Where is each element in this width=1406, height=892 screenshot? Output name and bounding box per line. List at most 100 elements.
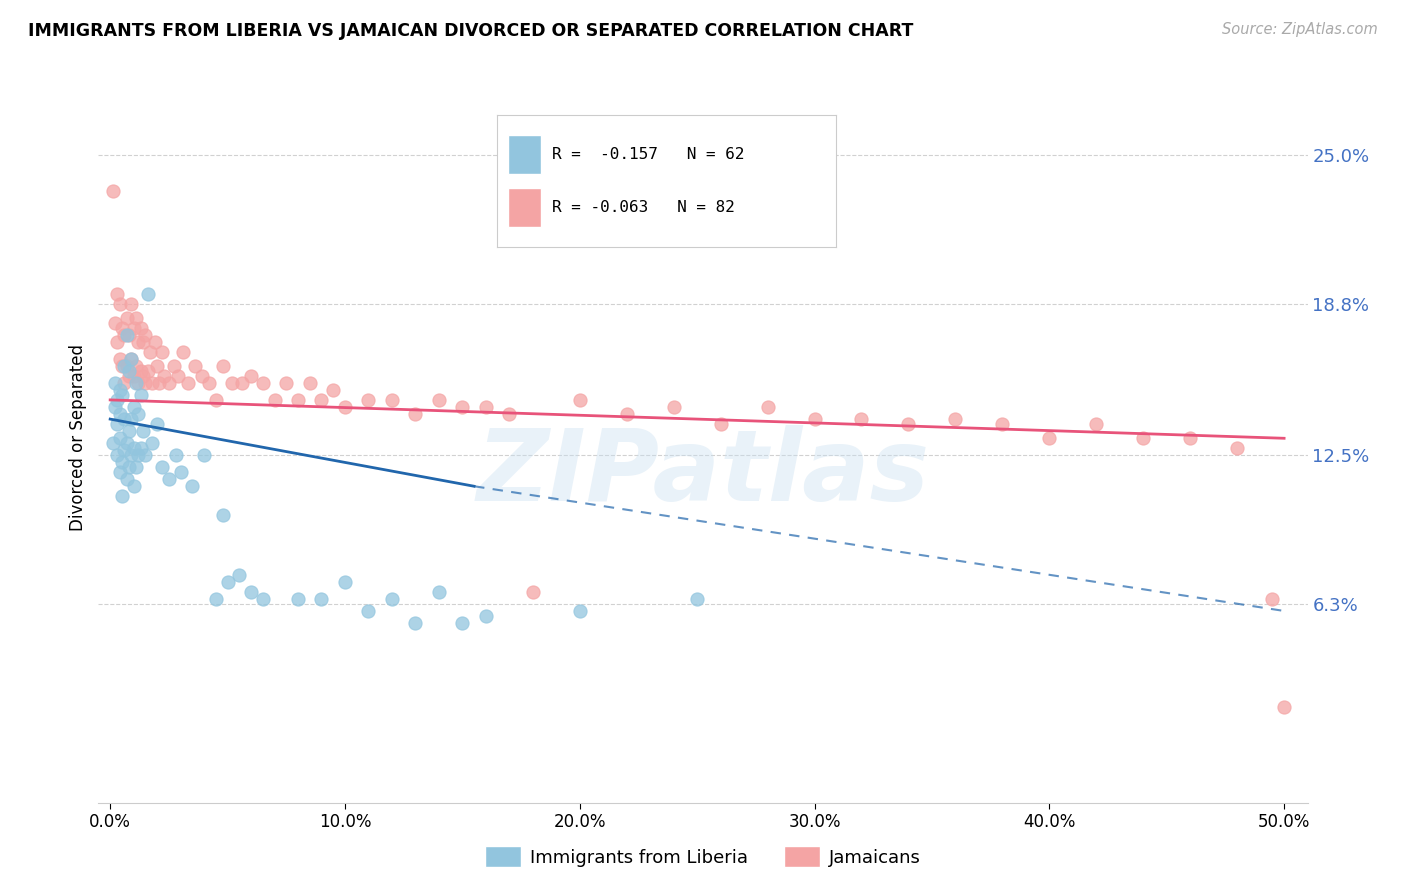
Point xyxy=(108,465,131,479)
Point xyxy=(146,359,169,374)
Point xyxy=(118,368,141,383)
Point xyxy=(120,412,142,426)
Point xyxy=(122,479,145,493)
Point xyxy=(162,359,184,374)
Point xyxy=(1085,417,1108,431)
Point xyxy=(240,584,263,599)
Point xyxy=(111,388,134,402)
Point xyxy=(125,311,148,326)
Point xyxy=(120,352,142,367)
Point xyxy=(1132,431,1154,445)
Point xyxy=(381,392,404,407)
Point xyxy=(710,417,733,431)
Point xyxy=(104,400,127,414)
Legend: Immigrants from Liberia, Jamaicans: Immigrants from Liberia, Jamaicans xyxy=(478,839,928,874)
Point xyxy=(427,584,450,599)
Text: ZIPatlas: ZIPatlas xyxy=(477,425,929,522)
Point xyxy=(125,460,148,475)
Point xyxy=(167,368,190,383)
Point xyxy=(381,591,404,606)
Point xyxy=(169,465,191,479)
Point xyxy=(252,591,274,606)
Point xyxy=(112,359,135,374)
Point xyxy=(404,615,426,630)
Point xyxy=(475,400,498,414)
Point xyxy=(105,335,128,350)
Point xyxy=(122,441,145,455)
Point xyxy=(522,584,544,599)
Point xyxy=(146,417,169,431)
Point xyxy=(111,321,134,335)
Point xyxy=(108,384,131,398)
Point xyxy=(1261,591,1284,606)
Point xyxy=(991,417,1014,431)
Point xyxy=(101,184,124,198)
Point xyxy=(451,615,474,630)
Point xyxy=(134,376,156,391)
Point xyxy=(139,345,162,359)
Point xyxy=(122,368,145,383)
Point xyxy=(311,591,333,606)
Point xyxy=(108,297,131,311)
Point xyxy=(193,448,215,462)
Point xyxy=(231,376,253,391)
Point xyxy=(141,376,163,391)
Point xyxy=(127,376,149,391)
Point xyxy=(120,448,142,462)
Point xyxy=(136,287,159,301)
Point xyxy=(108,352,131,367)
Point xyxy=(132,424,155,438)
Point xyxy=(118,328,141,343)
Point xyxy=(851,412,873,426)
Point xyxy=(105,417,128,431)
Point xyxy=(127,335,149,350)
Point xyxy=(451,400,474,414)
Point xyxy=(756,400,779,414)
Point xyxy=(662,400,685,414)
Point xyxy=(143,335,166,350)
Point xyxy=(568,604,591,618)
Point xyxy=(111,359,134,374)
Point xyxy=(176,376,198,391)
Point xyxy=(322,384,344,398)
Point xyxy=(204,591,226,606)
Point xyxy=(115,328,138,343)
Point xyxy=(212,508,235,522)
Point xyxy=(298,376,321,391)
Point xyxy=(252,376,274,391)
Point xyxy=(148,376,170,391)
Point xyxy=(129,388,152,402)
Point xyxy=(129,321,152,335)
Point xyxy=(115,311,138,326)
Point xyxy=(104,376,127,391)
Point xyxy=(1038,431,1060,445)
Point xyxy=(108,431,131,445)
Point xyxy=(118,364,141,378)
Point xyxy=(120,297,142,311)
Point xyxy=(263,392,285,407)
Point xyxy=(122,400,145,414)
Point xyxy=(183,359,205,374)
Point xyxy=(190,368,212,383)
Point xyxy=(111,489,134,503)
Point xyxy=(112,328,135,343)
Point xyxy=(311,392,333,407)
Point xyxy=(427,392,450,407)
Text: Source: ZipAtlas.com: Source: ZipAtlas.com xyxy=(1222,22,1378,37)
Point xyxy=(150,345,173,359)
Point xyxy=(1272,699,1295,714)
Point xyxy=(104,316,127,330)
Point xyxy=(157,472,180,486)
Point xyxy=(181,479,204,493)
Text: IMMIGRANTS FROM LIBERIA VS JAMAICAN DIVORCED OR SEPARATED CORRELATION CHART: IMMIGRANTS FROM LIBERIA VS JAMAICAN DIVO… xyxy=(28,22,914,40)
Point xyxy=(897,417,920,431)
Point xyxy=(287,591,309,606)
Point xyxy=(357,392,380,407)
Point xyxy=(228,568,250,582)
Point xyxy=(287,392,309,407)
Y-axis label: Divorced or Separated: Divorced or Separated xyxy=(69,343,87,531)
Point xyxy=(132,368,155,383)
Point xyxy=(129,364,152,378)
Point xyxy=(165,448,187,462)
Point xyxy=(132,335,155,350)
